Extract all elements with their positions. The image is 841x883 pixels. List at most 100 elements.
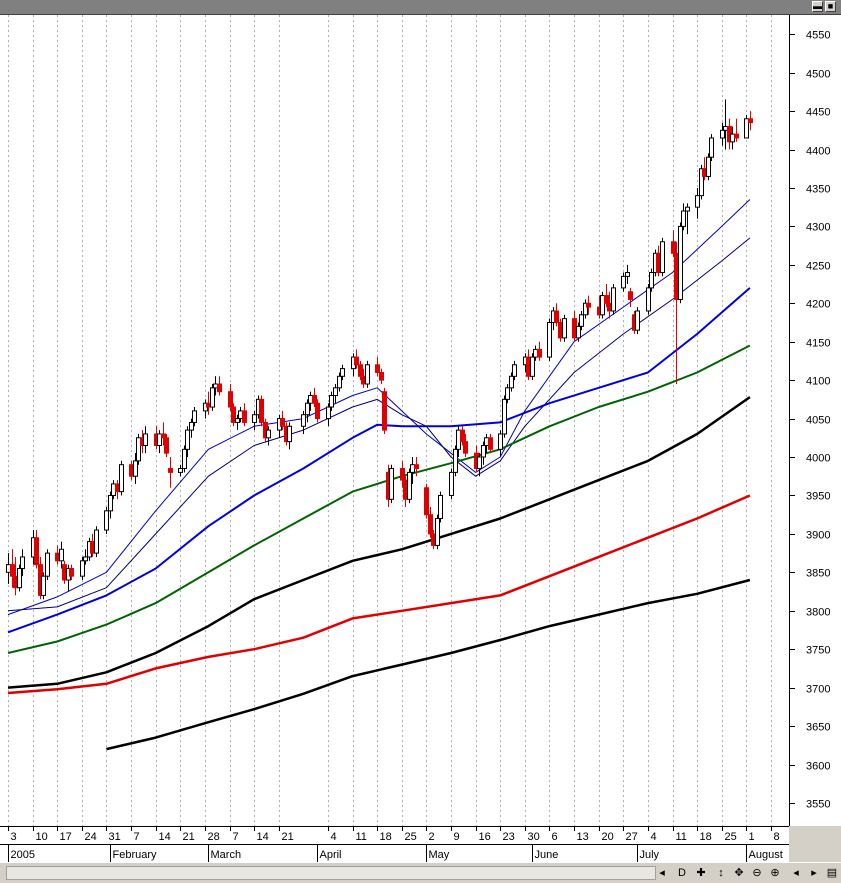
x-axis-days: 3 10 17 24 31 7 14 21 28 7 14 21 4 11 18 25 2 9 16 23 30 6 13 2… bbox=[0, 826, 789, 845]
candle bbox=[449, 468, 454, 500]
candle bbox=[242, 403, 247, 427]
y-tick-label: 3850 bbox=[806, 568, 830, 580]
chart-plot-area[interactable] bbox=[0, 15, 790, 826]
chart-menu-icon[interactable]: ▤ bbox=[826, 867, 838, 879]
candle-body bbox=[6, 564, 11, 573]
candle bbox=[509, 372, 514, 392]
candle bbox=[178, 464, 183, 477]
candle-body bbox=[723, 125, 728, 131]
month-label: March bbox=[211, 849, 242, 861]
candle bbox=[562, 314, 567, 342]
candle-body bbox=[182, 448, 187, 470]
candle bbox=[709, 134, 714, 162]
scroll-left-icon[interactable]: ◂ bbox=[793, 867, 799, 879]
candle bbox=[168, 457, 173, 488]
candle-body bbox=[389, 468, 394, 500]
candle bbox=[389, 464, 394, 504]
candle-body bbox=[671, 241, 676, 254]
candle bbox=[744, 114, 749, 139]
candle-body bbox=[621, 275, 626, 289]
candle-body bbox=[238, 410, 243, 420]
candle-body bbox=[709, 137, 714, 158]
candle bbox=[403, 476, 408, 507]
series-line-4 bbox=[7, 344, 751, 654]
series-line-3 bbox=[7, 287, 751, 634]
candle bbox=[143, 426, 148, 454]
candle-body bbox=[407, 471, 412, 500]
candle-body bbox=[354, 356, 359, 366]
x-tick-label: 2 bbox=[429, 831, 435, 843]
zoom-out-icon[interactable]: ⊖ bbox=[752, 867, 762, 879]
candle-body bbox=[280, 418, 285, 427]
x-tick-label: 16 bbox=[479, 831, 491, 843]
candle-body bbox=[463, 441, 468, 454]
candle-body bbox=[59, 548, 64, 562]
period-daily-button[interactable]: D bbox=[678, 867, 686, 879]
candle bbox=[488, 433, 493, 454]
candle-body bbox=[136, 437, 141, 462]
candle-body bbox=[157, 433, 162, 446]
candle-body bbox=[646, 287, 651, 312]
pan-icon[interactable]: ✥ bbox=[734, 867, 744, 879]
candle-body bbox=[453, 448, 458, 473]
y-tick-label: 3650 bbox=[806, 722, 830, 734]
candle-body bbox=[329, 395, 334, 408]
candle-body bbox=[734, 133, 739, 139]
scroll-right-arrow-icon[interactable]: ◂ bbox=[659, 867, 665, 879]
x-tick-label: 8 bbox=[774, 831, 780, 843]
y-tick-label: 4000 bbox=[806, 453, 830, 465]
candle-body bbox=[403, 479, 408, 500]
candle-body bbox=[537, 348, 542, 358]
candle bbox=[481, 441, 486, 465]
candle-body bbox=[702, 168, 707, 177]
window-titlebar: ▬ ■ bbox=[0, 0, 841, 15]
candle bbox=[382, 387, 387, 434]
x-tick-label: 17 bbox=[60, 831, 72, 843]
candle-body bbox=[305, 402, 310, 416]
candle-body bbox=[10, 564, 15, 577]
horizontal-scrollbar[interactable] bbox=[6, 866, 656, 880]
candle bbox=[136, 433, 141, 465]
candle-body bbox=[583, 302, 588, 316]
candle bbox=[649, 268, 654, 292]
x-tick-label: 14 bbox=[257, 831, 269, 843]
candle-body bbox=[108, 494, 113, 512]
vertical-scale-icon[interactable]: ↕ bbox=[718, 867, 724, 879]
candle-body bbox=[498, 433, 503, 450]
candle bbox=[695, 187, 700, 219]
candle-body bbox=[80, 560, 85, 577]
candle-body bbox=[572, 318, 577, 339]
candle-body bbox=[481, 444, 486, 458]
candle-body bbox=[365, 364, 370, 385]
candle-body bbox=[69, 567, 74, 577]
candle-body bbox=[375, 364, 380, 373]
chart-svg bbox=[6, 15, 772, 826]
x-tick-label: 4 bbox=[331, 831, 337, 843]
y-tick-label: 3550 bbox=[806, 799, 830, 811]
zoom-in-icon[interactable]: ⊕ bbox=[770, 867, 780, 879]
candle-body bbox=[213, 383, 218, 389]
maximize-icon[interactable]: ■ bbox=[825, 1, 836, 12]
candle bbox=[600, 291, 605, 319]
crosshair-icon[interactable]: ✚ bbox=[696, 867, 706, 879]
x-tick-label: 30 bbox=[528, 831, 540, 843]
x-tick-label: 23 bbox=[503, 831, 515, 843]
candle-body bbox=[242, 410, 247, 423]
y-tick-label: 4500 bbox=[806, 69, 830, 81]
y-tick-label: 4150 bbox=[806, 338, 830, 350]
candle-body bbox=[558, 321, 563, 339]
y-tick-label: 3950 bbox=[806, 491, 830, 503]
candle bbox=[477, 453, 482, 477]
candle-body bbox=[315, 402, 320, 420]
candle bbox=[133, 453, 138, 484]
candle bbox=[129, 460, 134, 481]
candle bbox=[547, 318, 552, 361]
minimize-icon[interactable]: ▬ bbox=[812, 1, 823, 12]
candle-body bbox=[45, 552, 50, 577]
x-tick-label: 11 bbox=[676, 831, 687, 843]
candle-body bbox=[435, 518, 440, 546]
candle bbox=[604, 284, 609, 308]
scroll-right-icon[interactable]: ▸ bbox=[811, 867, 817, 879]
candle bbox=[502, 395, 507, 438]
x-tick-label: 18 bbox=[380, 831, 392, 843]
